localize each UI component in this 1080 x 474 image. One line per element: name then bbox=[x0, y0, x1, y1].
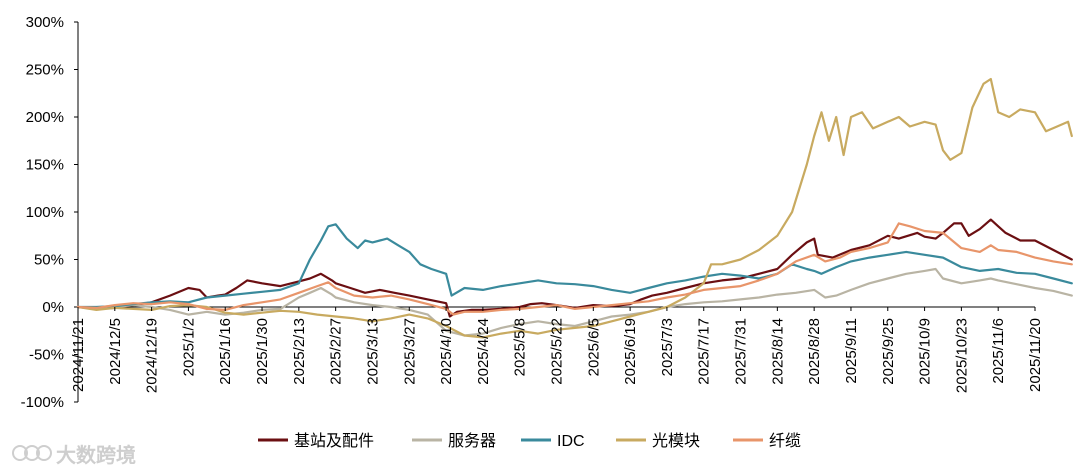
series-line-3 bbox=[76, 77, 1073, 339]
x-tick-label: 2025/6/19 bbox=[622, 318, 639, 385]
legend-label: 纤缆 bbox=[769, 432, 801, 450]
legend-label: 基站及配件 bbox=[294, 432, 374, 450]
x-tick-label: 2025/1/2 bbox=[180, 318, 197, 376]
x-tick-label: 2025/7/3 bbox=[659, 318, 676, 376]
watermark-logo-icon bbox=[12, 445, 52, 461]
x-axis-ticks: 2024/11/21 2024/12/5 2024/12/19 2025/1/2 202… bbox=[70, 307, 1044, 393]
legend-label: 光模块 bbox=[652, 432, 700, 450]
y-tick-label: 100% bbox=[26, 204, 64, 221]
x-tick-label: 2024/12/5 bbox=[107, 318, 124, 385]
x-tick-label: 2025/8/14 bbox=[769, 318, 786, 385]
watermark-text: 大数跨境 bbox=[56, 443, 136, 467]
x-tick-label: 2025/8/28 bbox=[806, 318, 823, 385]
x-tick-label: 2025/5/22 bbox=[549, 318, 566, 385]
series-lines bbox=[76, 77, 1073, 339]
x-tick-label: 2025/10/9 bbox=[917, 318, 934, 385]
x-tick-label: 2025/3/13 bbox=[364, 318, 381, 385]
legend: 基站及配件 服务器 IDC 光模块 纤缆 bbox=[258, 432, 801, 450]
y-tick-label: 250% bbox=[26, 62, 64, 79]
series-line-4 bbox=[76, 222, 1073, 316]
x-tick-label: 2025/4/10 bbox=[438, 318, 455, 385]
x-tick-label: 2025/9/11 bbox=[843, 318, 860, 384]
x-tick-label: 2025/6/5 bbox=[585, 318, 602, 376]
y-tick-label: 300% bbox=[26, 14, 64, 31]
legend-label: 服务器 bbox=[448, 432, 496, 450]
x-tick-label: 2025/1/16 bbox=[217, 318, 234, 385]
x-tick-label: 2025/1/30 bbox=[254, 318, 271, 385]
x-tick-label: 2025/11/6 bbox=[990, 318, 1007, 384]
y-tick-label: 150% bbox=[26, 157, 64, 174]
series-line-0 bbox=[76, 218, 1073, 318]
watermark: 大数跨境 bbox=[12, 443, 136, 467]
y-tick-label: 50% bbox=[34, 252, 64, 269]
series-line-2 bbox=[76, 223, 1073, 309]
y-tick-label: -100% bbox=[21, 394, 64, 411]
x-tick-label: 2025/10/23 bbox=[953, 318, 970, 393]
x-tick-label: 2025/5/8 bbox=[512, 318, 529, 376]
x-tick-label: 2025/9/25 bbox=[880, 318, 897, 385]
legend-label: IDC bbox=[557, 433, 585, 450]
x-tick-label: 2025/7/17 bbox=[696, 318, 713, 385]
x-tick-label: 2025/2/27 bbox=[328, 318, 345, 385]
x-tick-label: 2025/7/31 bbox=[733, 318, 750, 385]
y-axis-ticks: -100% -50% 0% 50% 100% 150% 200% 250% 300% bbox=[21, 14, 78, 411]
x-tick-label: 2025/3/27 bbox=[401, 318, 418, 385]
x-tick-label: 2025/4/24 bbox=[475, 318, 492, 385]
x-tick-label: 2025/11/20 bbox=[1027, 318, 1044, 392]
series-line-1 bbox=[76, 267, 1073, 337]
y-tick-label: 0% bbox=[42, 299, 64, 316]
x-tick-label: 2024/12/19 bbox=[144, 318, 161, 393]
y-tick-label: 200% bbox=[26, 109, 64, 126]
x-tick-label: 2024/11/21 bbox=[70, 318, 87, 392]
x-tick-label: 2025/2/13 bbox=[291, 318, 308, 385]
y-tick-label: -50% bbox=[29, 347, 64, 364]
